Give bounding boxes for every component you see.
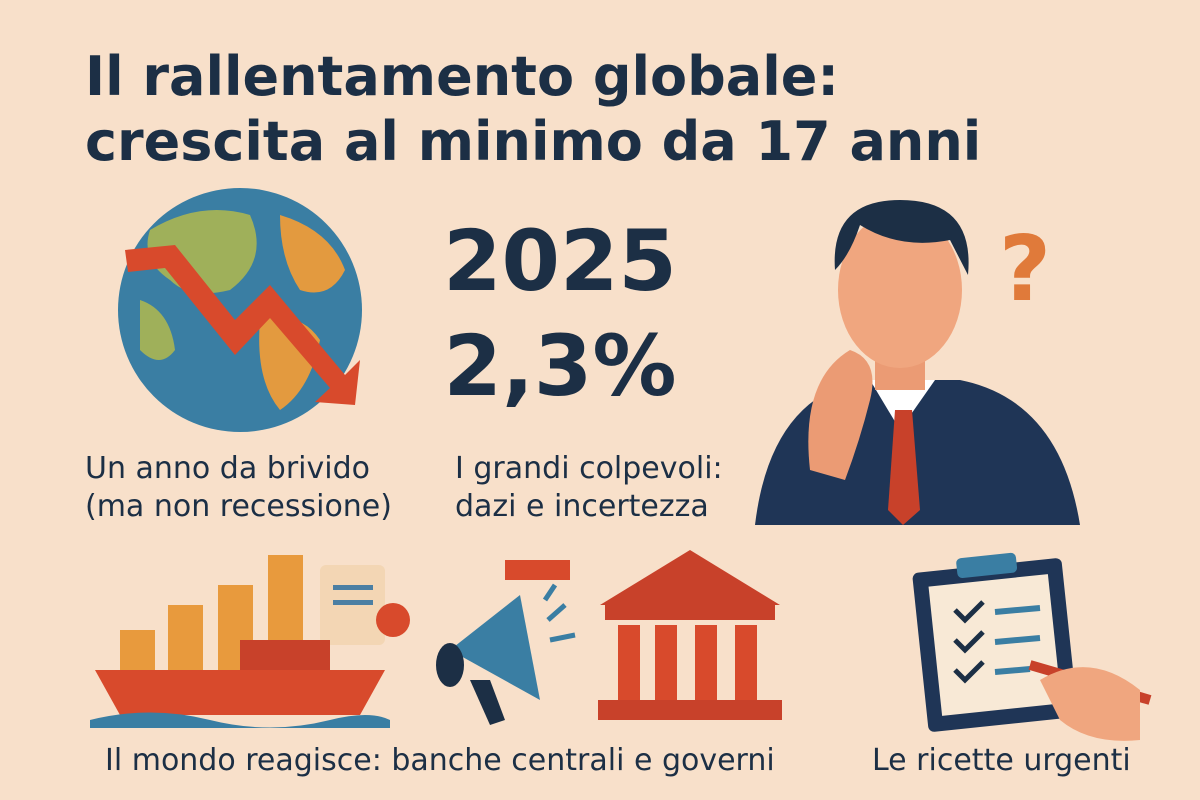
globe-illustration	[118, 188, 362, 432]
headline-year: 2025	[443, 212, 677, 310]
policy-illustration	[436, 550, 782, 725]
worried-man-illustration: ?	[755, 200, 1080, 525]
caption: (ma non recessione)	[85, 489, 392, 524]
caption: Il mondo reagisce: banche centrali e gov…	[105, 743, 775, 778]
checklist-illustration	[912, 552, 1152, 741]
title-line: Il rallentamento globale:	[85, 45, 839, 108]
title-line: crescita al minimo da 17 anni	[85, 110, 981, 173]
caption: I grandi colpevoli:	[455, 451, 723, 486]
svg-text:?: ?	[999, 217, 1051, 322]
caption: Le ricette urgenti	[872, 743, 1131, 778]
headline-growth: 2,3%	[444, 317, 677, 415]
caption: dazi e incertezza	[455, 489, 709, 524]
ship-illustration	[90, 555, 410, 728]
caption: Un anno da brivido	[85, 451, 370, 486]
